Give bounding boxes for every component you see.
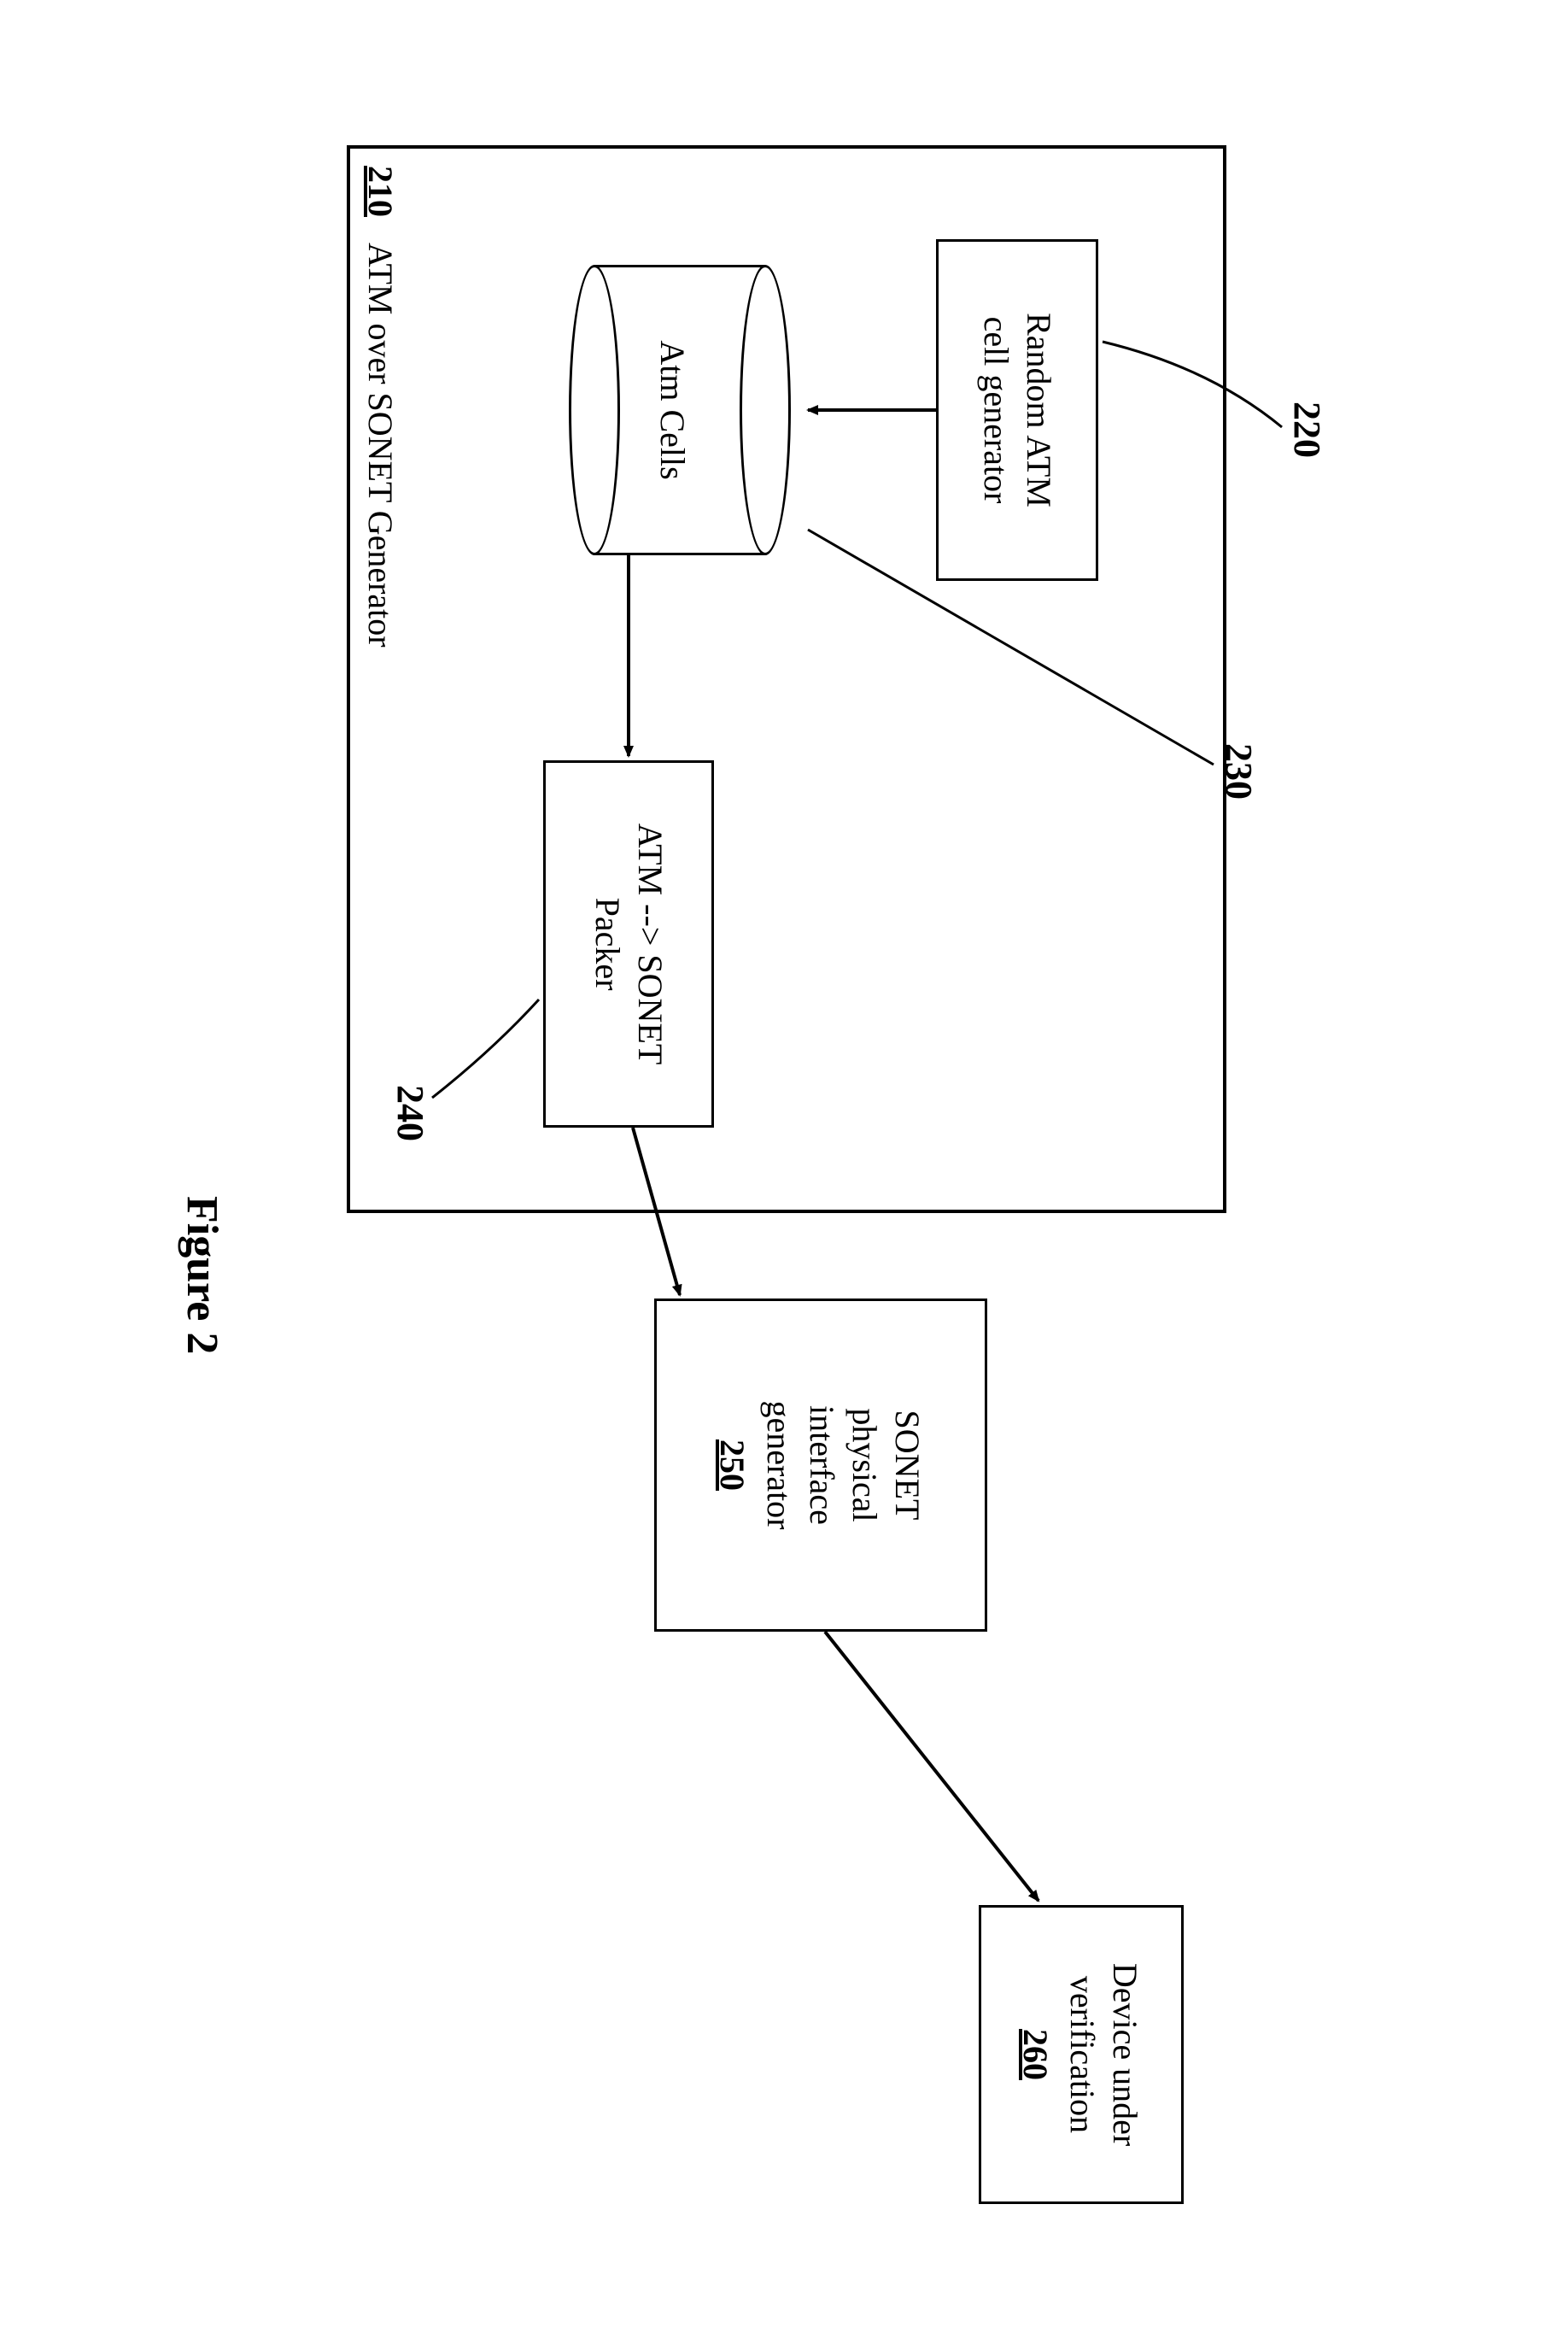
outer-title: ATM over SONET Generator xyxy=(361,243,400,648)
sonet-line3: interface xyxy=(801,1405,844,1525)
duv-line1: Device under xyxy=(1104,1963,1147,2146)
outer-box-label: 210 ATM over SONET Generator xyxy=(360,166,401,648)
sonet-line4: generator xyxy=(758,1400,801,1529)
sonet-line1: SONET xyxy=(886,1410,929,1521)
random-gen-line1: Random ATM xyxy=(1017,313,1060,507)
callout-240: 240 xyxy=(389,1085,432,1141)
ref-260: 260 xyxy=(1016,2029,1056,2080)
ref-250: 250 xyxy=(713,1439,753,1491)
callout-230: 230 xyxy=(1217,743,1261,800)
arrow-sonet-to-duv xyxy=(825,1632,1039,1901)
device-under-verification-box: Device under verification 260 xyxy=(979,1905,1184,2204)
figure-caption: Figure 2 xyxy=(177,1196,227,1354)
sonet-physical-interface-generator-box: SONET physical interface generator 250 xyxy=(654,1299,987,1632)
atm-to-sonet-packer-box: ATM --> SONET Packer xyxy=(543,760,714,1128)
sonet-line2: physical xyxy=(844,1408,886,1521)
random-gen-line2: cell generator xyxy=(974,317,1017,504)
ref-210: 210 xyxy=(361,166,400,217)
duv-line2: verification xyxy=(1062,1976,1104,2133)
callout-220: 220 xyxy=(1285,402,1329,458)
atm-cells-datastore: Atm Cells xyxy=(569,265,791,555)
packer-line1: ATM --> SONET xyxy=(629,824,671,1065)
atm-cells-label: Atm Cells xyxy=(652,265,693,555)
diagram-canvas: 210 ATM over SONET Generator Random ATM … xyxy=(0,0,1568,1568)
packer-line2: Packer xyxy=(586,898,629,991)
random-atm-cell-generator-box: Random ATM cell generator xyxy=(936,239,1098,581)
